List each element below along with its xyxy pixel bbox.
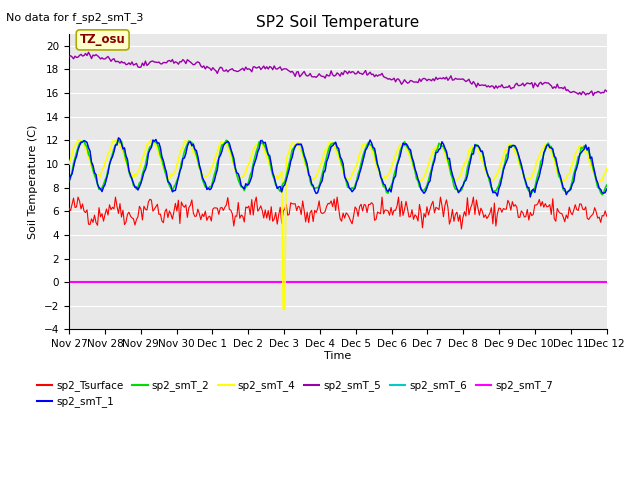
Title: SP2 Soil Temperature: SP2 Soil Temperature: [256, 15, 419, 30]
Y-axis label: Soil Temperature (C): Soil Temperature (C): [28, 124, 38, 239]
Legend: sp2_Tsurface, sp2_smT_1, sp2_smT_2, sp2_smT_4, sp2_smT_5, sp2_smT_6, sp2_smT_7: sp2_Tsurface, sp2_smT_1, sp2_smT_2, sp2_…: [33, 376, 557, 411]
Text: No data for f_sp2_smT_3: No data for f_sp2_smT_3: [6, 12, 144, 23]
Text: TZ_osu: TZ_osu: [80, 34, 125, 47]
X-axis label: Time: Time: [324, 350, 351, 360]
